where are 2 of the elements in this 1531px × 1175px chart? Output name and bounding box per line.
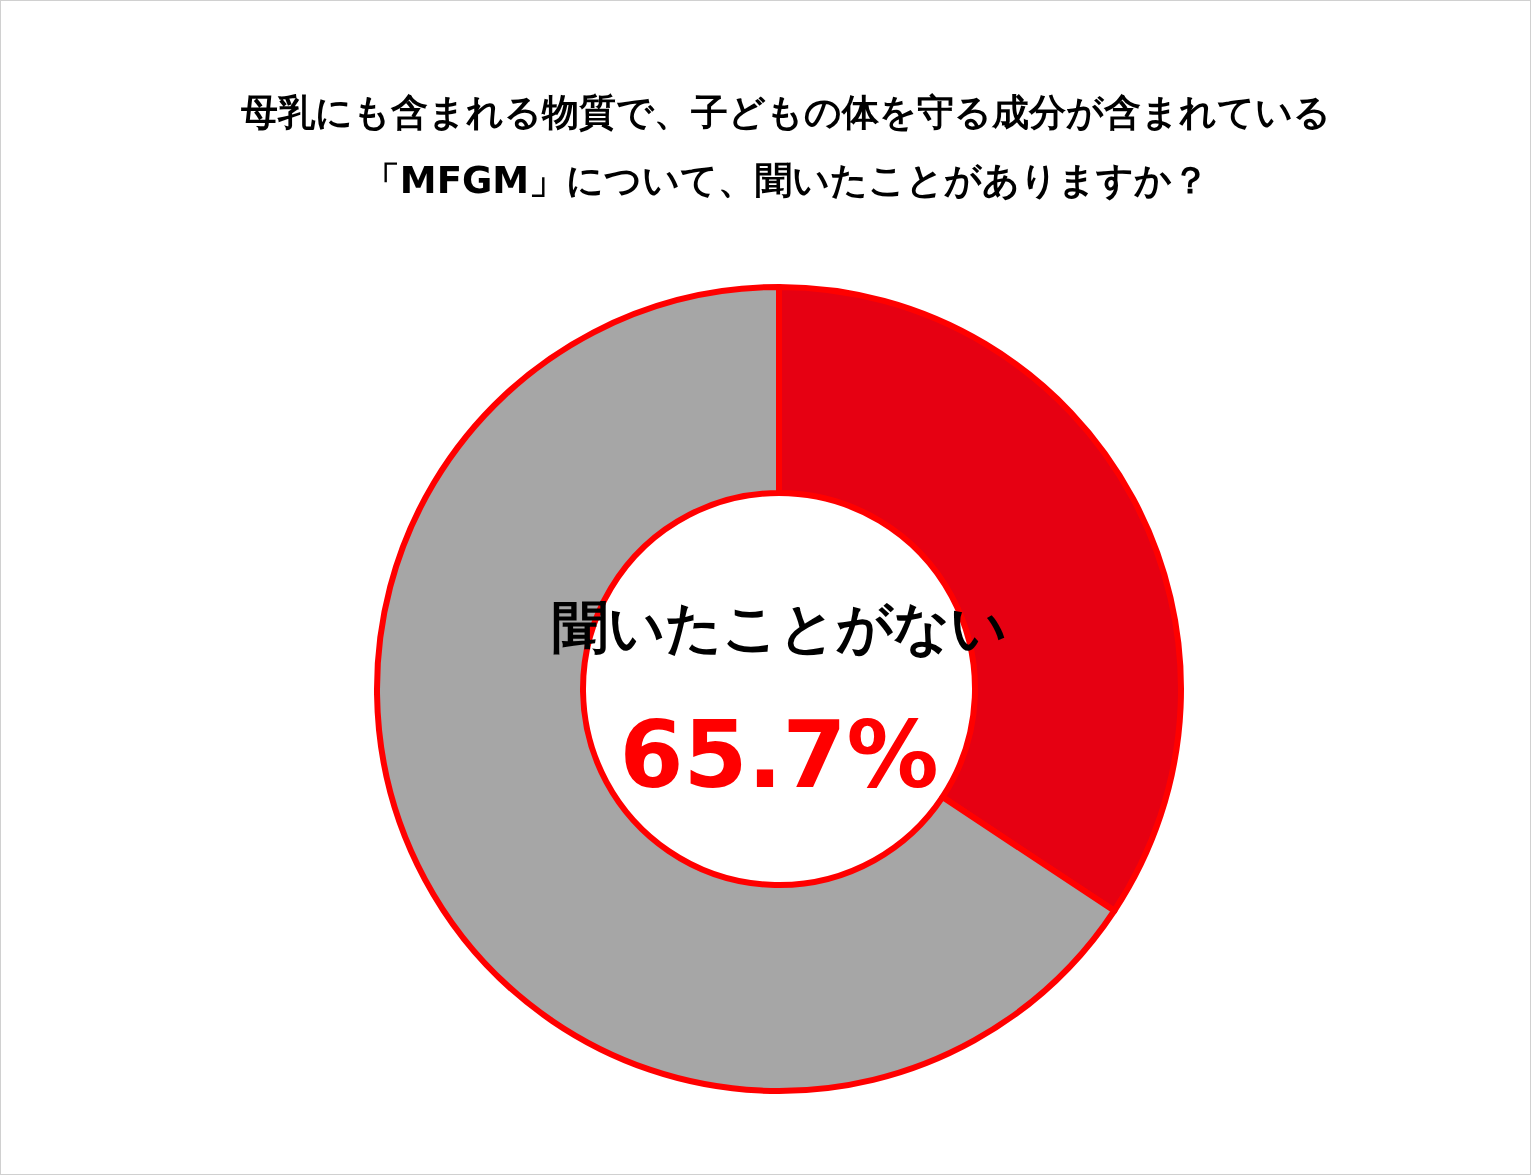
data-label: 65.7%	[619, 702, 939, 809]
chart-title: 母乳にも含まれる物質で、子どもの体を守る成分が含まれている「MFGM」について、聞いたことがありますか？	[240, 90, 1332, 204]
